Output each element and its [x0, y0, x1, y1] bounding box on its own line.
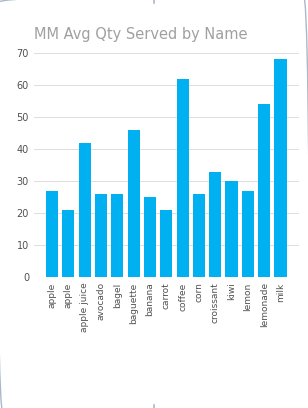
Text: MM Avg Qty Served by Name: MM Avg Qty Served by Name — [34, 27, 247, 42]
Bar — [46, 191, 58, 277]
Bar — [209, 172, 221, 277]
Bar — [95, 194, 107, 277]
Bar — [225, 181, 238, 277]
Bar — [144, 197, 156, 277]
Bar — [128, 130, 140, 277]
Bar — [62, 210, 75, 277]
Bar — [258, 104, 270, 277]
Bar — [274, 60, 287, 277]
Bar — [160, 210, 172, 277]
Bar — [176, 79, 189, 277]
Bar — [79, 143, 91, 277]
Bar — [242, 191, 254, 277]
Bar — [111, 194, 124, 277]
Bar — [193, 194, 205, 277]
